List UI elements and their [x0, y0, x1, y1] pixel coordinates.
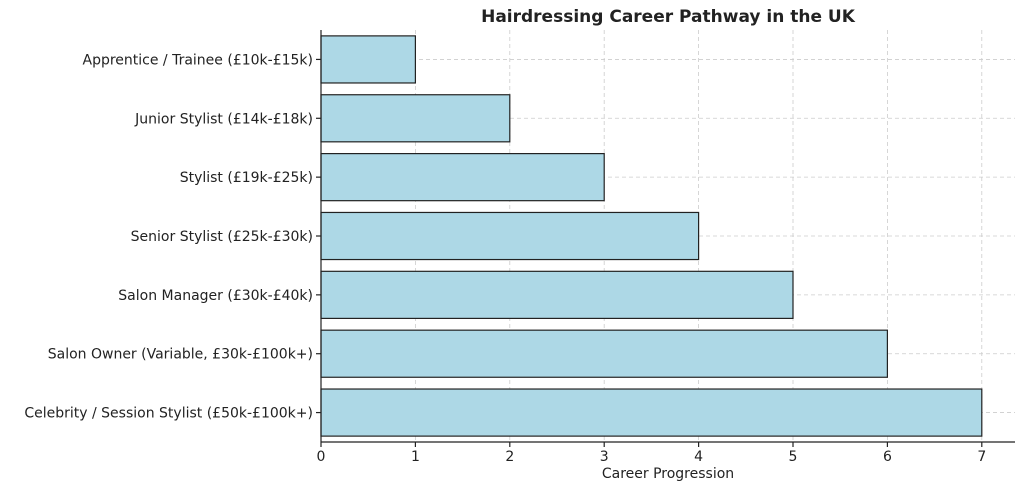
- y-tick-label: Junior Stylist (£14k-£18k): [134, 111, 313, 127]
- bar: [320, 329, 889, 378]
- x-tick-labels: 0 1 2 3 4 5 6 7: [317, 449, 987, 465]
- y-tick-label: Salon Owner (Variable, £30k-£100k+): [48, 347, 313, 363]
- x-tick-label: 2: [505, 449, 514, 465]
- x-tick-label: 3: [600, 449, 609, 465]
- bar: [320, 153, 605, 202]
- bars: [320, 35, 983, 437]
- y-tick-label: Celebrity / Session Stylist (£50k-£100k+…: [24, 406, 313, 422]
- axes: [316, 30, 1015, 447]
- x-tick-label: 5: [789, 449, 798, 465]
- x-tick-label: 0: [317, 449, 326, 465]
- y-tick-label: Senior Stylist (£25k-£30k): [131, 229, 313, 245]
- bar: [320, 388, 983, 437]
- bar: [320, 211, 700, 261]
- y-tick-labels: Apprentice / Trainee (£10k-£15k) Junior S…: [24, 52, 313, 421]
- y-tick-label: Stylist (£19k-£25k): [180, 170, 313, 186]
- x-tick-label: 4: [694, 449, 703, 465]
- x-tick-label: 6: [883, 449, 892, 465]
- y-tick-label: Salon Manager (£30k-£40k): [118, 288, 313, 304]
- x-tick-label: 7: [977, 449, 986, 465]
- y-tick-label: Apprentice / Trainee (£10k-£15k): [83, 52, 314, 68]
- bar: [320, 270, 794, 320]
- bar: [320, 94, 511, 143]
- x-axis-label: Career Progression: [602, 466, 734, 482]
- chart-title: Hairdressing Career Pathway in the UK: [481, 7, 856, 27]
- bar: [320, 35, 417, 84]
- x-tick-label: 1: [411, 449, 420, 465]
